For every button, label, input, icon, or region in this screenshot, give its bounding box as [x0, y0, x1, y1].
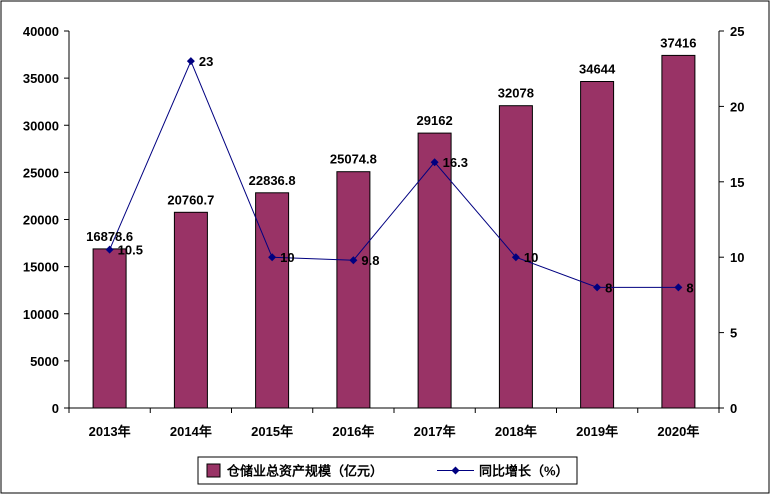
- bar-value-label: 22836.8: [249, 173, 296, 188]
- legend-diamond-marker: [451, 466, 460, 475]
- growth-point-5: [511, 253, 520, 262]
- legend-bar-swatch: [206, 463, 221, 478]
- axes: 0 5000 10000 15000 20000 25000 30000 35000 40000…: [23, 24, 745, 439]
- bar-value-label: 34644: [579, 61, 616, 76]
- growth-value-label: 9.8: [361, 253, 379, 268]
- legend-bar-label: 仓储业总资产规模（亿元）: [226, 464, 383, 479]
- growth-point-1: [186, 57, 195, 66]
- bar-series: [92, 54, 696, 409]
- bar-1: [173, 211, 208, 409]
- growth-line: [109, 59, 679, 288]
- y-left-tick-label: 5000: [30, 354, 59, 369]
- growth-point-3: [349, 256, 358, 265]
- growth-point-4: [430, 158, 439, 167]
- y-right-tick-label: 25: [730, 24, 744, 39]
- x-tick-label: 2015年: [251, 424, 293, 439]
- growth-point-6: [593, 283, 602, 292]
- bar-2: [255, 192, 290, 409]
- growth-value-label: 8: [605, 280, 612, 295]
- y-right-tick-label: 10: [730, 250, 744, 265]
- bar-4: [417, 132, 452, 409]
- bar-6: [580, 81, 615, 409]
- bar-7: [661, 54, 696, 409]
- legend-line-label: 同比增长（%）: [479, 464, 569, 479]
- line-series: [105, 57, 683, 292]
- x-tick-label: 2019年: [576, 424, 618, 439]
- y-right-tick-label: 5: [730, 326, 737, 341]
- y-left-tick-label: 25000: [23, 165, 59, 180]
- growth-value-label: 16.3: [443, 155, 468, 170]
- y-left-tick-label: 40000: [23, 24, 59, 39]
- bar-value-label: 20760.7: [167, 192, 214, 207]
- growth-value-label: 10.5: [118, 243, 143, 258]
- bar-value-label: 25074.8: [330, 152, 377, 167]
- legend: 仓储业总资产规模（亿元） 同比增长（%）: [197, 456, 578, 485]
- y-right-tick-label: 20: [730, 99, 744, 114]
- y-right-tick-label: 15: [730, 175, 744, 190]
- growth-value-label: 10: [280, 250, 294, 265]
- bar-value-label: 37416: [660, 35, 696, 50]
- y-left-tick-label: 15000: [23, 260, 59, 275]
- x-tick-label: 2016年: [332, 424, 374, 439]
- y-left-tick-label: 20000: [23, 213, 59, 228]
- bar-value-label: 32078: [498, 86, 534, 101]
- growth-value-label: 10: [524, 250, 538, 265]
- bar-0: [92, 248, 127, 409]
- x-tick-label: 2017年: [414, 424, 456, 439]
- growth-point-7: [674, 283, 683, 292]
- y-right-tick-label: 0: [730, 401, 737, 416]
- bar-value-label: 29162: [417, 113, 453, 128]
- bar-value-label: 16878.6: [86, 229, 133, 244]
- y-left-tick-label: 0: [52, 401, 59, 416]
- y-left-tick-label: 10000: [23, 307, 59, 322]
- y-left-tick-label: 30000: [23, 118, 59, 133]
- x-tick-label: 2018年: [495, 424, 537, 439]
- growth-point-2: [268, 253, 277, 262]
- y-left-tick-label: 35000: [23, 71, 59, 86]
- growth-value-label: 23: [199, 54, 213, 69]
- x-tick-label: 2014年: [170, 424, 212, 439]
- growth-value-label: 8: [686, 280, 693, 295]
- data-labels: 16878.6 20760.7 22836.8 25074.8 29162 32078 34…: [86, 35, 696, 295]
- legend-box: [197, 456, 578, 485]
- x-tick-label: 2013年: [89, 424, 131, 439]
- x-tick-label: 2020年: [657, 424, 699, 439]
- growth-point-0: [105, 245, 114, 254]
- bar-3: [336, 171, 371, 409]
